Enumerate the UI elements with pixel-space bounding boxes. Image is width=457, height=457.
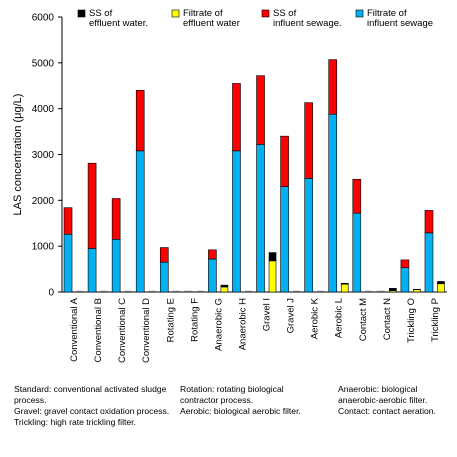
bar-filtrate-effluent-8 <box>268 260 277 293</box>
bar-influent-empty-5 <box>184 290 193 292</box>
legend-swatch-effluent-filtrate <box>171 9 180 18</box>
bar-filtrate-influent-10 <box>304 178 313 293</box>
legend-label-effluent-filtrate: Filtrate of effluent water <box>183 8 240 29</box>
bar-effluent-empty-12 <box>365 290 373 292</box>
bar-ss-effluent-6 <box>220 284 229 288</box>
bar-effluent-empty-3 <box>148 290 156 292</box>
bar-filtrate-effluent-6 <box>220 286 229 293</box>
bar-ss-influent-6 <box>208 249 217 260</box>
bar-influent-empty-13 <box>376 290 385 292</box>
y-tick-label-1: 1000 <box>32 242 55 253</box>
legend-swatch-influent-ss <box>261 9 270 18</box>
footnote-rotation-aerobic: Rotation: rotating biological contractor… <box>180 384 301 416</box>
bar-ss-influent-3 <box>135 90 145 152</box>
bar-filtrate-influent-2 <box>111 238 121 293</box>
x-tick-label-4: Rotating E <box>165 298 176 342</box>
bar-ss-influent-14 <box>400 259 410 269</box>
y-tick-label-2: 2000 <box>32 196 55 207</box>
x-tick-label-14: Trickling O <box>406 298 417 343</box>
x-tick-label-12: Contact M <box>358 298 369 341</box>
y-tick-label-6: 6000 <box>32 13 55 24</box>
bar-ss-influent-10 <box>304 102 313 179</box>
x-tick-label-3: Conventional D <box>141 298 152 363</box>
bar-filtrate-influent-14 <box>400 267 410 293</box>
y-tick-label-0: 0 <box>48 288 54 299</box>
bar-ss-influent-9 <box>280 135 289 187</box>
bar-effluent-empty-1 <box>100 290 108 292</box>
bar-ss-effluent-13 <box>389 288 397 291</box>
bar-ss-influent-0 <box>63 207 73 235</box>
bar-effluent-empty-2 <box>124 290 132 292</box>
x-tick-label-11: Aerobic L <box>334 298 345 338</box>
bar-ss-influent-7 <box>232 83 241 152</box>
bar-ss-influent-15 <box>424 210 434 234</box>
bar-ss-influent-2 <box>111 198 121 240</box>
x-tick-label-9: Gravel J <box>286 298 297 334</box>
y-tick-label-5: 5000 <box>32 58 55 69</box>
x-tick-label-5: Rotating F <box>189 298 200 342</box>
bar-ss-influent-4 <box>159 247 169 263</box>
legend-label-effluent-ss: SS of effluent water. <box>89 8 148 29</box>
y-axis-label: LAS concentration (μg/L) <box>12 94 24 216</box>
bar-ss-effluent-11 <box>340 282 349 285</box>
bar-effluent-empty-4 <box>172 290 180 292</box>
x-tick-label-10: Aerobic K <box>310 297 321 339</box>
bar-filtrate-influent-12 <box>352 212 362 293</box>
x-tick-label-6: Anaerobic G <box>213 298 224 351</box>
bar-filtrate-influent-11 <box>328 113 338 293</box>
legend-swatch-influent-filtrate <box>355 9 364 18</box>
bar-ss-influent-12 <box>352 178 362 214</box>
bar-ss-influent-8 <box>256 75 265 145</box>
bar-ss-effluent-15 <box>437 281 445 285</box>
x-tick-label-0: Conventional A <box>69 297 80 362</box>
bar-effluent-empty-5 <box>196 290 204 292</box>
y-tick-label-4: 4000 <box>32 104 55 115</box>
y-tick-label-3: 3000 <box>32 150 55 161</box>
las-stacked-bar-chart: 0 1000 2000 3000 4000 5000 6000 LAS concentrati… <box>12 8 447 363</box>
bar-ss-effluent-8 <box>268 252 277 262</box>
bar-effluent-empty-7 <box>244 290 252 292</box>
x-tick-label-2: Conventional C <box>117 298 128 363</box>
bar-effluent-empty-0 <box>76 290 84 292</box>
x-tick-label-7: Anaerobic H <box>237 298 248 350</box>
footnote-anaerobic-contact: Anaerobic: biological anaerobic-aerobic … <box>338 384 436 416</box>
bar-ss-influent-1 <box>87 162 97 249</box>
bar-effluent-empty-9 <box>293 290 301 292</box>
bar-filtrate-influent-8 <box>256 144 265 293</box>
bar-filtrate-effluent-14 <box>413 289 421 293</box>
bar-filtrate-effluent-11 <box>340 283 349 293</box>
legend-label-influent-ss: SS of influent sewage. <box>273 8 342 29</box>
footnote-standard-gravel-trickling: Standard: conventional activated sludge … <box>14 384 170 427</box>
legend-label-influent-filtrate: Filtrate of influent sewage <box>367 8 433 29</box>
bar-filtrate-influent-7 <box>232 150 241 293</box>
bar-filtrate-influent-0 <box>63 233 73 293</box>
bar-filtrate-influent-4 <box>159 261 169 293</box>
bar-filtrate-effluent-15 <box>437 283 445 293</box>
bar-filtrate-influent-9 <box>280 186 289 293</box>
bar-ss-influent-11 <box>328 59 338 115</box>
x-tick-label-15: Trickling P <box>430 298 441 342</box>
legend-swatch-effluent-ss <box>77 9 86 18</box>
bar-filtrate-influent-1 <box>87 248 97 293</box>
x-tick-label-13: Contact N <box>382 298 393 340</box>
bar-effluent-empty-10 <box>317 290 325 292</box>
bar-filtrate-influent-15 <box>424 232 434 293</box>
bar-filtrate-influent-6 <box>208 258 217 293</box>
x-tick-label-8: Gravel I <box>262 298 273 331</box>
bar-filtrate-influent-3 <box>135 150 145 293</box>
x-tick-label-1: Conventional B <box>93 298 104 362</box>
